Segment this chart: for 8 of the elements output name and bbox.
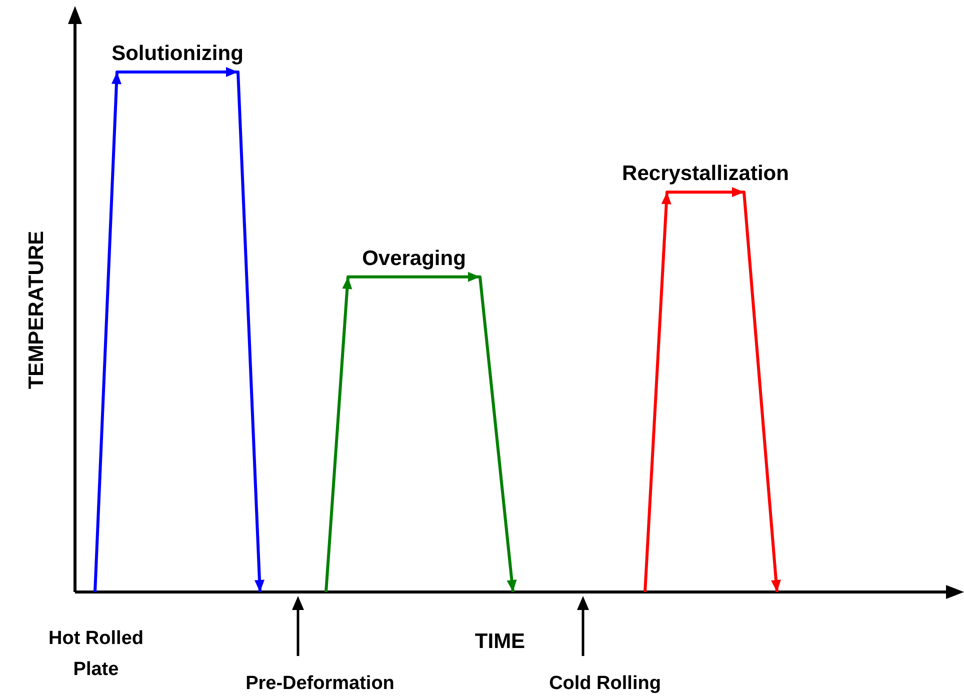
text: Hot Rolled Plate (48, 628, 144, 680)
x-axis-title: TIME (474, 630, 526, 653)
series-label: Overaging (362, 246, 466, 270)
y-axis-title: TEMPERATURE (25, 230, 48, 390)
series-label: Recrystallization (622, 162, 789, 186)
text: Pre-Deformation (246, 673, 394, 694)
text: Cold Rolling (549, 673, 661, 694)
series-label: Solutionizing (112, 42, 244, 65)
